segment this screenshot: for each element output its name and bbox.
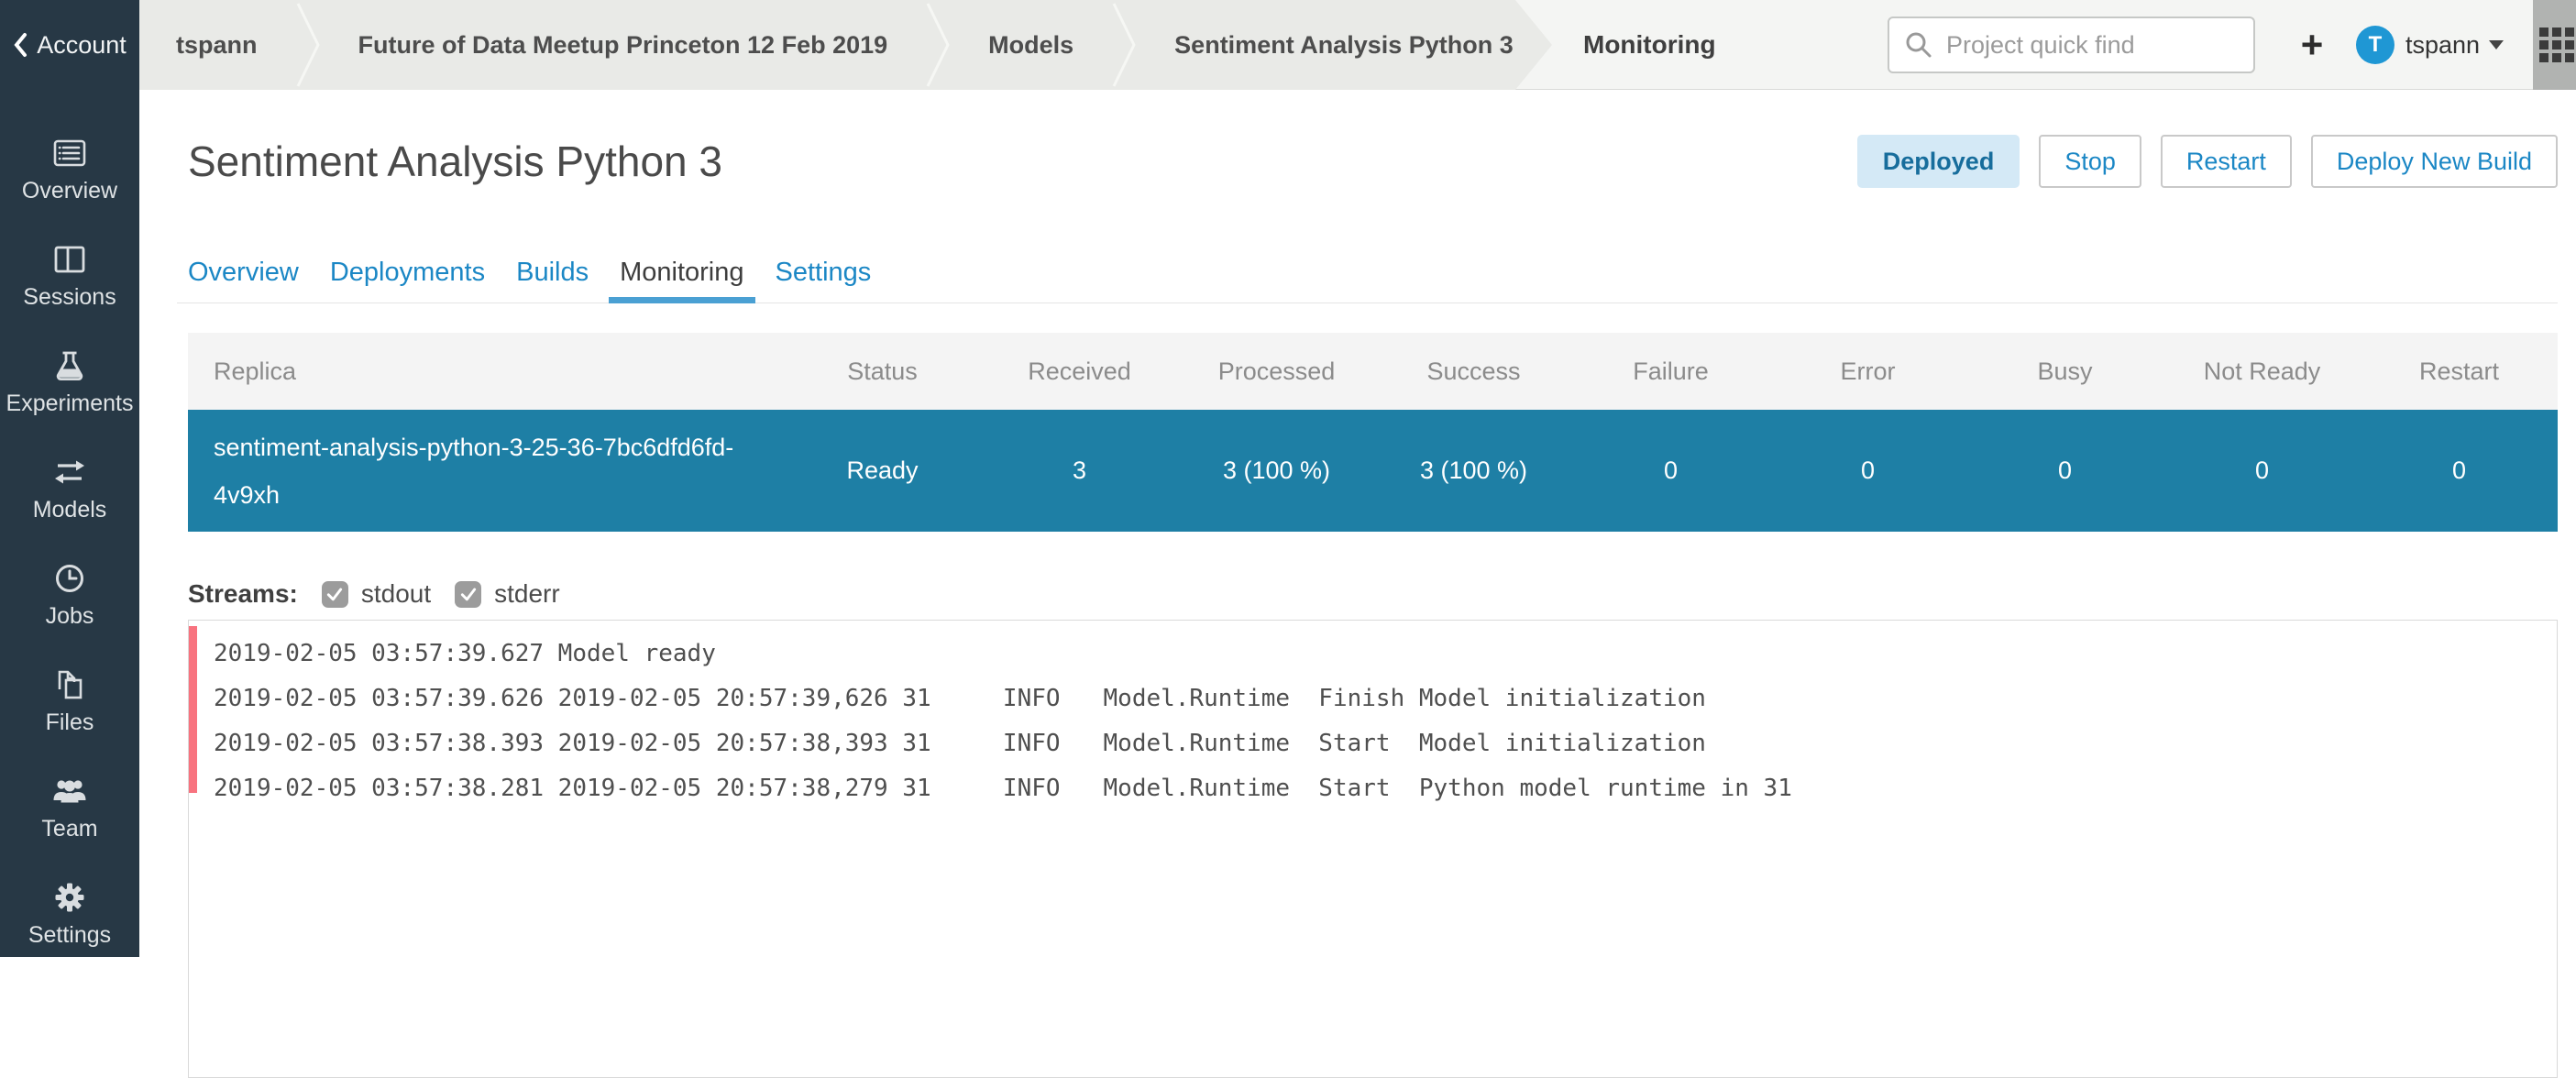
sidebar-item-label: Overview [21,177,118,204]
breadcrumb-separator-icon [1110,0,1138,90]
sidebar-item-label: Files [45,709,94,735]
column-header-failure: Failure [1572,333,1769,410]
chevron-down-icon [2489,40,2504,50]
column-header-restart: Restart [2361,333,2558,410]
stderr-stream-marker [189,626,197,793]
streams-label: Streams: [188,579,298,608]
user-name: tspann [2405,30,2481,59]
restart-cell: 0 [2361,410,2558,532]
sidebar-item-label: Settings [28,921,112,948]
sidebar-item-label: Models [32,496,107,522]
received-cell: 3 [981,410,1178,532]
apps-grid-button[interactable] [2533,0,2576,90]
column-header-success: Success [1375,333,1572,410]
column-header-not-ready: Not Ready [2163,333,2361,410]
failure-cell: 0 [1572,410,1769,532]
account-label: Account [37,30,127,59]
column-header-status: Status [784,333,981,410]
sidebar-item-label: Sessions [23,283,116,310]
column-header-replica: Replica [188,333,784,410]
status-cell: Ready [784,410,981,532]
log-line: 2019-02-05 03:57:38.281 2019-02-05 20:57… [214,775,1792,802]
busy-cell: 0 [1966,410,2163,532]
breadcrumb-model-name[interactable]: Sentiment Analysis Python 3 [1174,30,1514,59]
tab-deployments[interactable]: Deployments [329,258,486,287]
add-project-button[interactable]: + [2300,23,2324,66]
status-badge: Deployed [1856,135,2020,188]
stderr-checkbox[interactable] [455,580,482,608]
column-header-received: Received [981,333,1178,410]
not-ready-cell: 0 [2163,410,2361,532]
error-cell: 0 [1769,410,1966,532]
stderr-label[interactable]: stderr [494,579,560,608]
tab-monitoring[interactable]: Monitoring [609,258,755,303]
log-line: 2019-02-05 03:57:39.627 Model ready [214,640,716,667]
log-line: 2019-02-05 03:57:39.626 2019-02-05 20:57… [214,685,1706,712]
model-tabs: Overview Deployments Builds Monitoring S… [177,258,2558,303]
breadcrumb-separator-icon [924,0,952,90]
table-row-replica[interactable]: sentiment-analysis-python-3-25-36-7bc6df… [188,410,2558,532]
breadcrumb-user[interactable]: tspann [176,30,258,59]
sidebar-item-jobs[interactable]: Jobs [0,541,139,647]
breadcrumb: tspann Future of Data Meetup Princeton 1… [139,0,1552,90]
tab-settings[interactable]: Settings [775,258,872,287]
team-icon [53,779,86,802]
tab-builds[interactable]: Builds [516,258,589,287]
sidebar-item-label: Jobs [45,602,94,629]
column-header-processed: Processed [1178,333,1375,410]
streams-controls: Streams: stdout stderr [188,576,2558,612]
project-quick-find-search [1888,16,2255,73]
sidebar-item-settings[interactable]: Settings [0,860,139,966]
sidebar-item-experiments[interactable]: Experiments [0,328,139,434]
search-icon [1906,32,1932,58]
grid-menu-icon [2539,28,2576,62]
success-cell: 3 (100 %) [1375,410,1572,532]
check-icon [327,588,343,601]
restart-button[interactable]: Restart [2160,135,2292,188]
check-icon [460,588,476,601]
jobs-icon [56,564,83,592]
user-menu[interactable]: T tspann [2356,0,2504,90]
processed-cell: 3 (100 %) [1178,410,1375,532]
overview-icon [53,139,86,166]
breadcrumb-current-page: Monitoring [1583,30,1716,59]
tab-overview[interactable]: Overview [188,258,299,287]
files-icon [58,670,83,698]
search-input[interactable] [1946,30,2230,60]
sidebar-item-files[interactable]: Files [0,647,139,754]
sidebar-item-models[interactable]: Models [0,434,139,541]
sidebar: Overview Sessions Experiments Models Jo [0,90,139,957]
top-navigation-bar: Account tspann Future of Data Meetup Pri… [0,0,2576,90]
replica-table: Replica Status Received Processed Succes… [188,333,2558,532]
experiments-icon [56,351,83,380]
breadcrumb-separator-icon [294,0,322,90]
sidebar-item-sessions[interactable]: Sessions [0,222,139,328]
sidebar-item-label: Team [41,815,98,842]
gear-icon [55,883,84,911]
sidebar-item-overview[interactable]: Overview [0,116,139,222]
page-title: Sentiment Analysis Python 3 [188,138,722,185]
main-content: Sentiment Analysis Python 3 Deployed Sto… [139,90,2576,1078]
model-actions: Deployed Stop Restart Deploy New Build [1856,135,2558,188]
column-header-busy: Busy [1966,333,2163,410]
deploy-new-build-button[interactable]: Deploy New Build [2310,135,2558,188]
table-header-row: Replica Status Received Processed Succes… [188,333,2558,410]
log-output: 2019-02-05 03:57:39.627 Model ready 2019… [188,620,2558,1078]
sidebar-item-label: Experiments [6,390,134,416]
breadcrumb-models[interactable]: Models [988,30,1074,59]
models-icon [55,460,84,483]
sessions-icon [54,246,85,272]
sidebar-item-team[interactable]: Team [0,754,139,860]
back-to-account-button[interactable]: Account [0,0,139,90]
breadcrumb-project[interactable]: Future of Data Meetup Princeton 12 Feb 2… [358,30,888,59]
stop-button[interactable]: Stop [2039,135,2141,188]
column-header-error: Error [1769,333,1966,410]
replica-name-cell: sentiment-analysis-python-3-25-36-7bc6df… [188,410,784,532]
stdout-checkbox[interactable] [321,580,348,608]
stdout-label[interactable]: stdout [360,579,432,608]
avatar: T [2356,26,2394,64]
log-line: 2019-02-05 03:57:38.393 2019-02-05 20:57… [214,730,1706,757]
chevron-left-icon [14,33,28,57]
